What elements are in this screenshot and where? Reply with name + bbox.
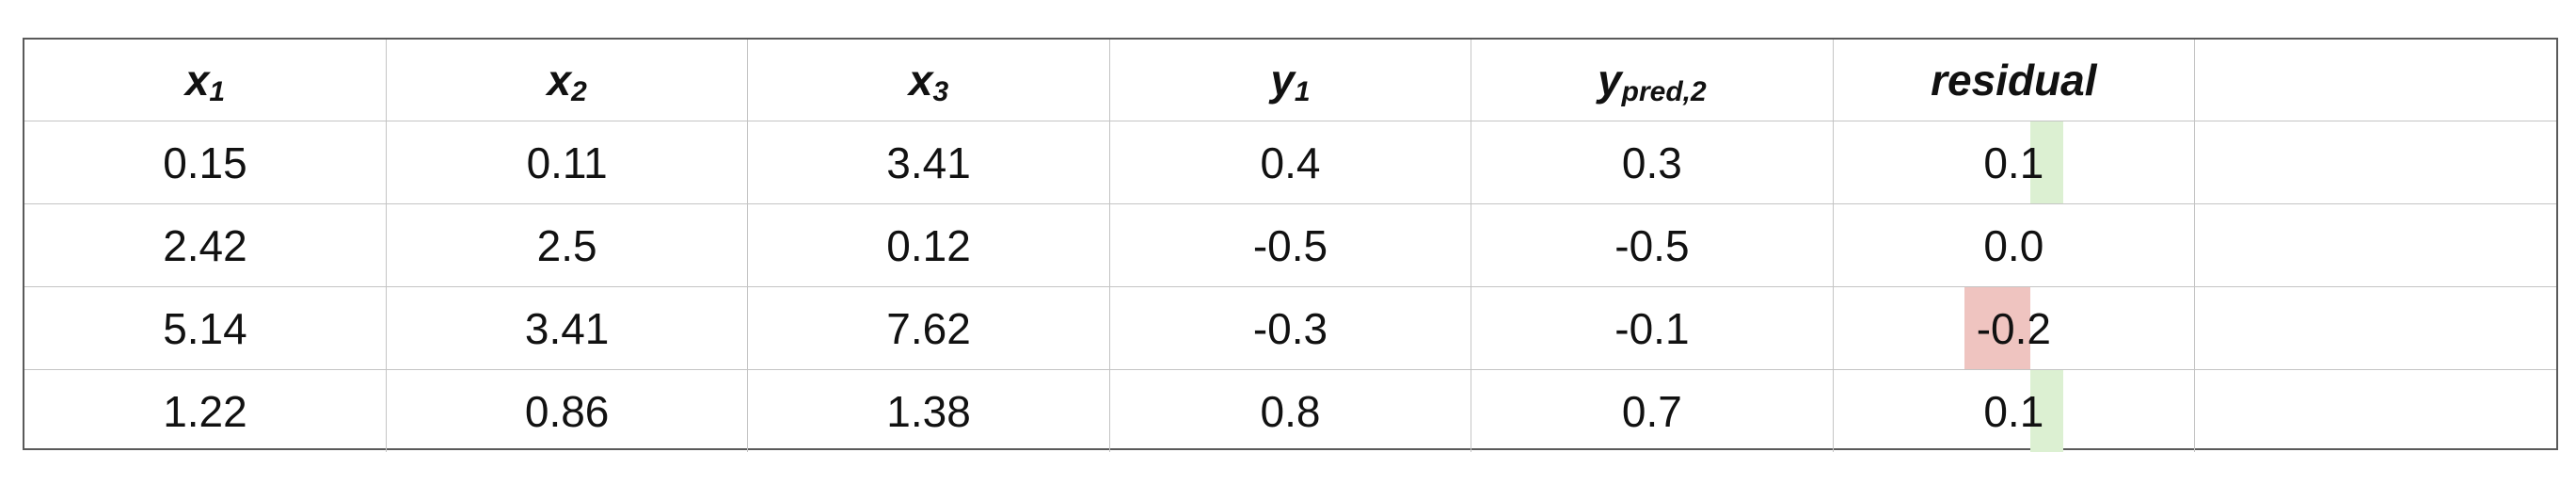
cell-empty [2194,286,2556,370]
residual-value: 0.1 [1983,386,2044,436]
cell-y1: 0.8 [1108,369,1472,452]
cell-y1: -0.5 [1108,203,1472,287]
cell-x3: 7.62 [747,286,1110,370]
cell-ypred2: -0.5 [1471,203,1834,287]
residual-bar [1964,287,2031,369]
header-empty [2194,40,2556,121]
table-row: 1.22 0.86 1.38 0.8 0.7 0.1 [24,369,2556,452]
cell-x2: 2.5 [385,203,749,287]
cell-y1: -0.3 [1108,286,1472,370]
cell-residual: 0.0 [1832,203,2196,287]
residual-bar [2030,370,2064,452]
cell-y1: 0.4 [1108,121,1472,204]
cell-x2: 0.86 [385,369,749,452]
residual-value: 0.1 [1983,137,2044,187]
cell-residual: 0.1 [1832,121,2196,204]
residual-value: 0.0 [1983,220,2044,270]
cell-x1: 1.22 [24,369,387,452]
data-table-container: x1 x2 x3 y1 ypred,2 residual 0.15 0.11 3… [23,38,2558,452]
header-x1: x1 [24,40,387,121]
table-row: 2.42 2.5 0.12 -0.5 -0.5 0.0 [24,203,2556,287]
residual-bar [2030,121,2064,203]
cell-x1: 0.15 [24,121,387,204]
header-x3: x3 [747,40,1110,121]
header-y1: y1 [1108,40,1472,121]
cell-x1: 5.14 [24,286,387,370]
cell-ypred2: -0.1 [1471,286,1834,370]
cell-residual: 0.1 [1832,369,2196,452]
cell-ypred2: 0.3 [1471,121,1834,204]
cell-empty [2194,369,2556,452]
header-x2: x2 [385,40,749,121]
cell-x2: 3.41 [385,286,749,370]
residual-value: -0.2 [1976,303,2051,353]
cell-x1: 2.42 [24,203,387,287]
residual-table: x1 x2 x3 y1 ypred,2 residual 0.15 0.11 3… [24,40,2556,452]
table-row: 0.15 0.11 3.41 0.4 0.3 0.1 [24,121,2556,204]
cell-x3: 1.38 [747,369,1110,452]
cell-x3: 3.41 [747,121,1110,204]
table-row: 5.14 3.41 7.62 -0.3 -0.1 -0.2 [24,286,2556,370]
header-ypred2: ypred,2 [1471,40,1834,121]
cell-ypred2: 0.7 [1471,369,1834,452]
table-header-row: x1 x2 x3 y1 ypred,2 residual [24,40,2556,121]
cell-empty [2194,203,2556,287]
header-residual: residual [1832,40,2196,121]
cell-empty [2194,121,2556,204]
cell-x3: 0.12 [747,203,1110,287]
cell-residual: -0.2 [1832,286,2196,370]
cell-x2: 0.11 [385,121,749,204]
